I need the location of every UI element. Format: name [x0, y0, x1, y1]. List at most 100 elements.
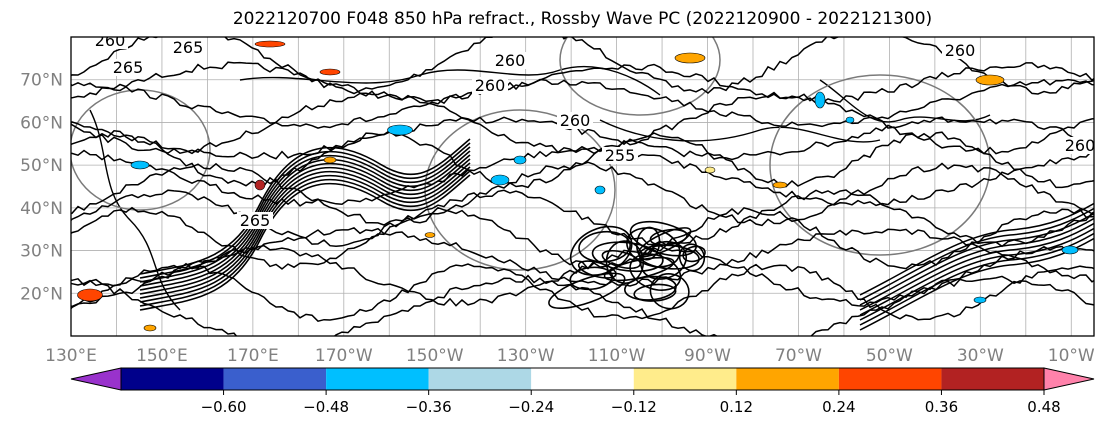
colorbar-tick-label: 0.36	[925, 398, 958, 416]
map-area: 265 265 265 260 260 260 260 260 255 260	[70, 31, 1096, 337]
colorbar-segment	[633, 368, 737, 390]
contour-label-bg	[1062, 137, 1094, 154]
contour-label: 260	[95, 31, 126, 50]
anomaly-patch	[143, 324, 157, 332]
anomaly-patch	[674, 52, 706, 64]
contour-label: 260	[945, 41, 976, 60]
contour-label-bg	[237, 212, 273, 229]
lon-label: 70°W	[775, 346, 822, 366]
lon-label: 150°W	[406, 346, 464, 366]
refractivity-contours	[71, 37, 1094, 336]
closed-contour	[578, 230, 631, 263]
jet-contour	[139, 154, 471, 291]
atlantic-contour	[859, 222, 1094, 316]
anomaly-patch	[424, 232, 436, 238]
contour-line	[71, 61, 1094, 105]
contour-label: 265	[113, 58, 144, 77]
anomaly-patch	[387, 124, 413, 136]
lon-label: 170°E	[227, 346, 279, 366]
anomaly-patch	[254, 40, 286, 48]
gray-contour-ring	[424, 109, 616, 271]
jet-contour	[139, 170, 471, 307]
lon-label: 10°W	[1048, 346, 1095, 366]
coastline-na	[599, 119, 881, 143]
contour-line	[71, 161, 1094, 227]
lon-label: 130°E	[45, 346, 97, 366]
contour-line	[71, 189, 1094, 248]
contour-label: 265	[173, 38, 204, 57]
lat-label: 40°N	[20, 199, 63, 219]
anomaly-patch	[973, 296, 987, 304]
atlantic-contour	[859, 207, 1094, 301]
contour-label-bg	[170, 39, 206, 56]
anomaly-patch	[319, 68, 341, 76]
anomaly-patch	[594, 185, 606, 195]
lat-label: 50°N	[20, 156, 63, 176]
lon-label: 130°W	[497, 346, 555, 366]
coastline-greenland	[819, 79, 991, 123]
anomaly-patch	[77, 288, 103, 302]
lon-label: 150°E	[136, 346, 188, 366]
lon-label: 30°W	[957, 346, 1004, 366]
jet-contour	[139, 138, 471, 275]
anomaly-patch	[814, 91, 826, 109]
colorbar-tick-label: −0.36	[406, 398, 452, 416]
contour-line	[71, 91, 1094, 155]
lat-label: 30°N	[20, 242, 63, 262]
contour-label-bg	[942, 42, 978, 59]
anomaly-patch	[1061, 245, 1079, 255]
jet-contour	[139, 162, 471, 299]
atlantic-contour	[859, 232, 1094, 326]
colorbar-tick-label: 0.48	[1027, 398, 1060, 416]
anomaly-patch	[704, 166, 716, 174]
contour-labels: 265 265 265 260 260 260 260 260 255 260	[92, 31, 1096, 230]
anomaly-patch	[845, 116, 855, 124]
lat-label: 70°N	[20, 71, 63, 91]
atlantic-contour	[859, 202, 1094, 296]
anomaly-patch	[490, 174, 510, 186]
contour-line	[71, 145, 1094, 207]
longitude-labels: 130°E 150°E 170°E 170°W 150°W 130°W 110°W 90°W 7…	[45, 346, 1095, 366]
contour-label: 260	[1065, 136, 1096, 155]
contour-label: 255	[605, 146, 636, 165]
closed-contour	[629, 220, 698, 257]
colorbar-frame	[120, 367, 1045, 391]
colorbar-tick-label: 0.24	[822, 398, 855, 416]
jet-contour	[139, 174, 471, 311]
colorbar: −0.60 −0.48 −0.36 −0.24 −0.12 0.12 0.24 0.36 0.4…	[70, 367, 1095, 416]
colorbar-segment	[121, 368, 224, 390]
colorbar-tick-label: −0.48	[303, 398, 349, 416]
anomaly-patch	[772, 181, 788, 189]
contour-line	[71, 116, 1094, 161]
colorbar-segment	[838, 368, 942, 390]
map-frame	[70, 36, 1095, 337]
colorbar-tick-label: −0.12	[611, 398, 657, 416]
colorbar-extend-min	[70, 367, 122, 391]
closed-contour	[548, 272, 626, 310]
closed-contour	[569, 266, 614, 291]
jet-contour	[139, 166, 471, 303]
contour-label-bg	[110, 59, 146, 76]
colorbar-tick-label: −0.60	[201, 398, 247, 416]
colorbar-segment	[736, 368, 839, 390]
atlantic-contour	[859, 217, 1094, 311]
lon-label: 50°W	[866, 346, 913, 366]
atlantic-contour	[859, 212, 1094, 306]
anomaly-patches	[77, 40, 1079, 332]
contour-line	[71, 130, 1094, 189]
jet-contour	[139, 158, 471, 295]
contour-line	[71, 37, 1094, 95]
anomaly-patch	[130, 160, 150, 170]
anomaly-patch	[254, 179, 266, 191]
contour-line	[71, 206, 1094, 270]
colorbar-segment	[941, 368, 1044, 390]
contour-label-bg	[92, 37, 128, 49]
jet-contour	[139, 150, 471, 287]
lat-label: 20°N	[20, 284, 63, 304]
contour-label-bg	[602, 147, 638, 164]
jet-contour	[139, 146, 471, 283]
contour-label-bg	[492, 52, 528, 69]
map-title: 2022120700 F048 850 hPa refract., Rossby…	[232, 9, 933, 29]
closed-contour	[678, 243, 706, 272]
